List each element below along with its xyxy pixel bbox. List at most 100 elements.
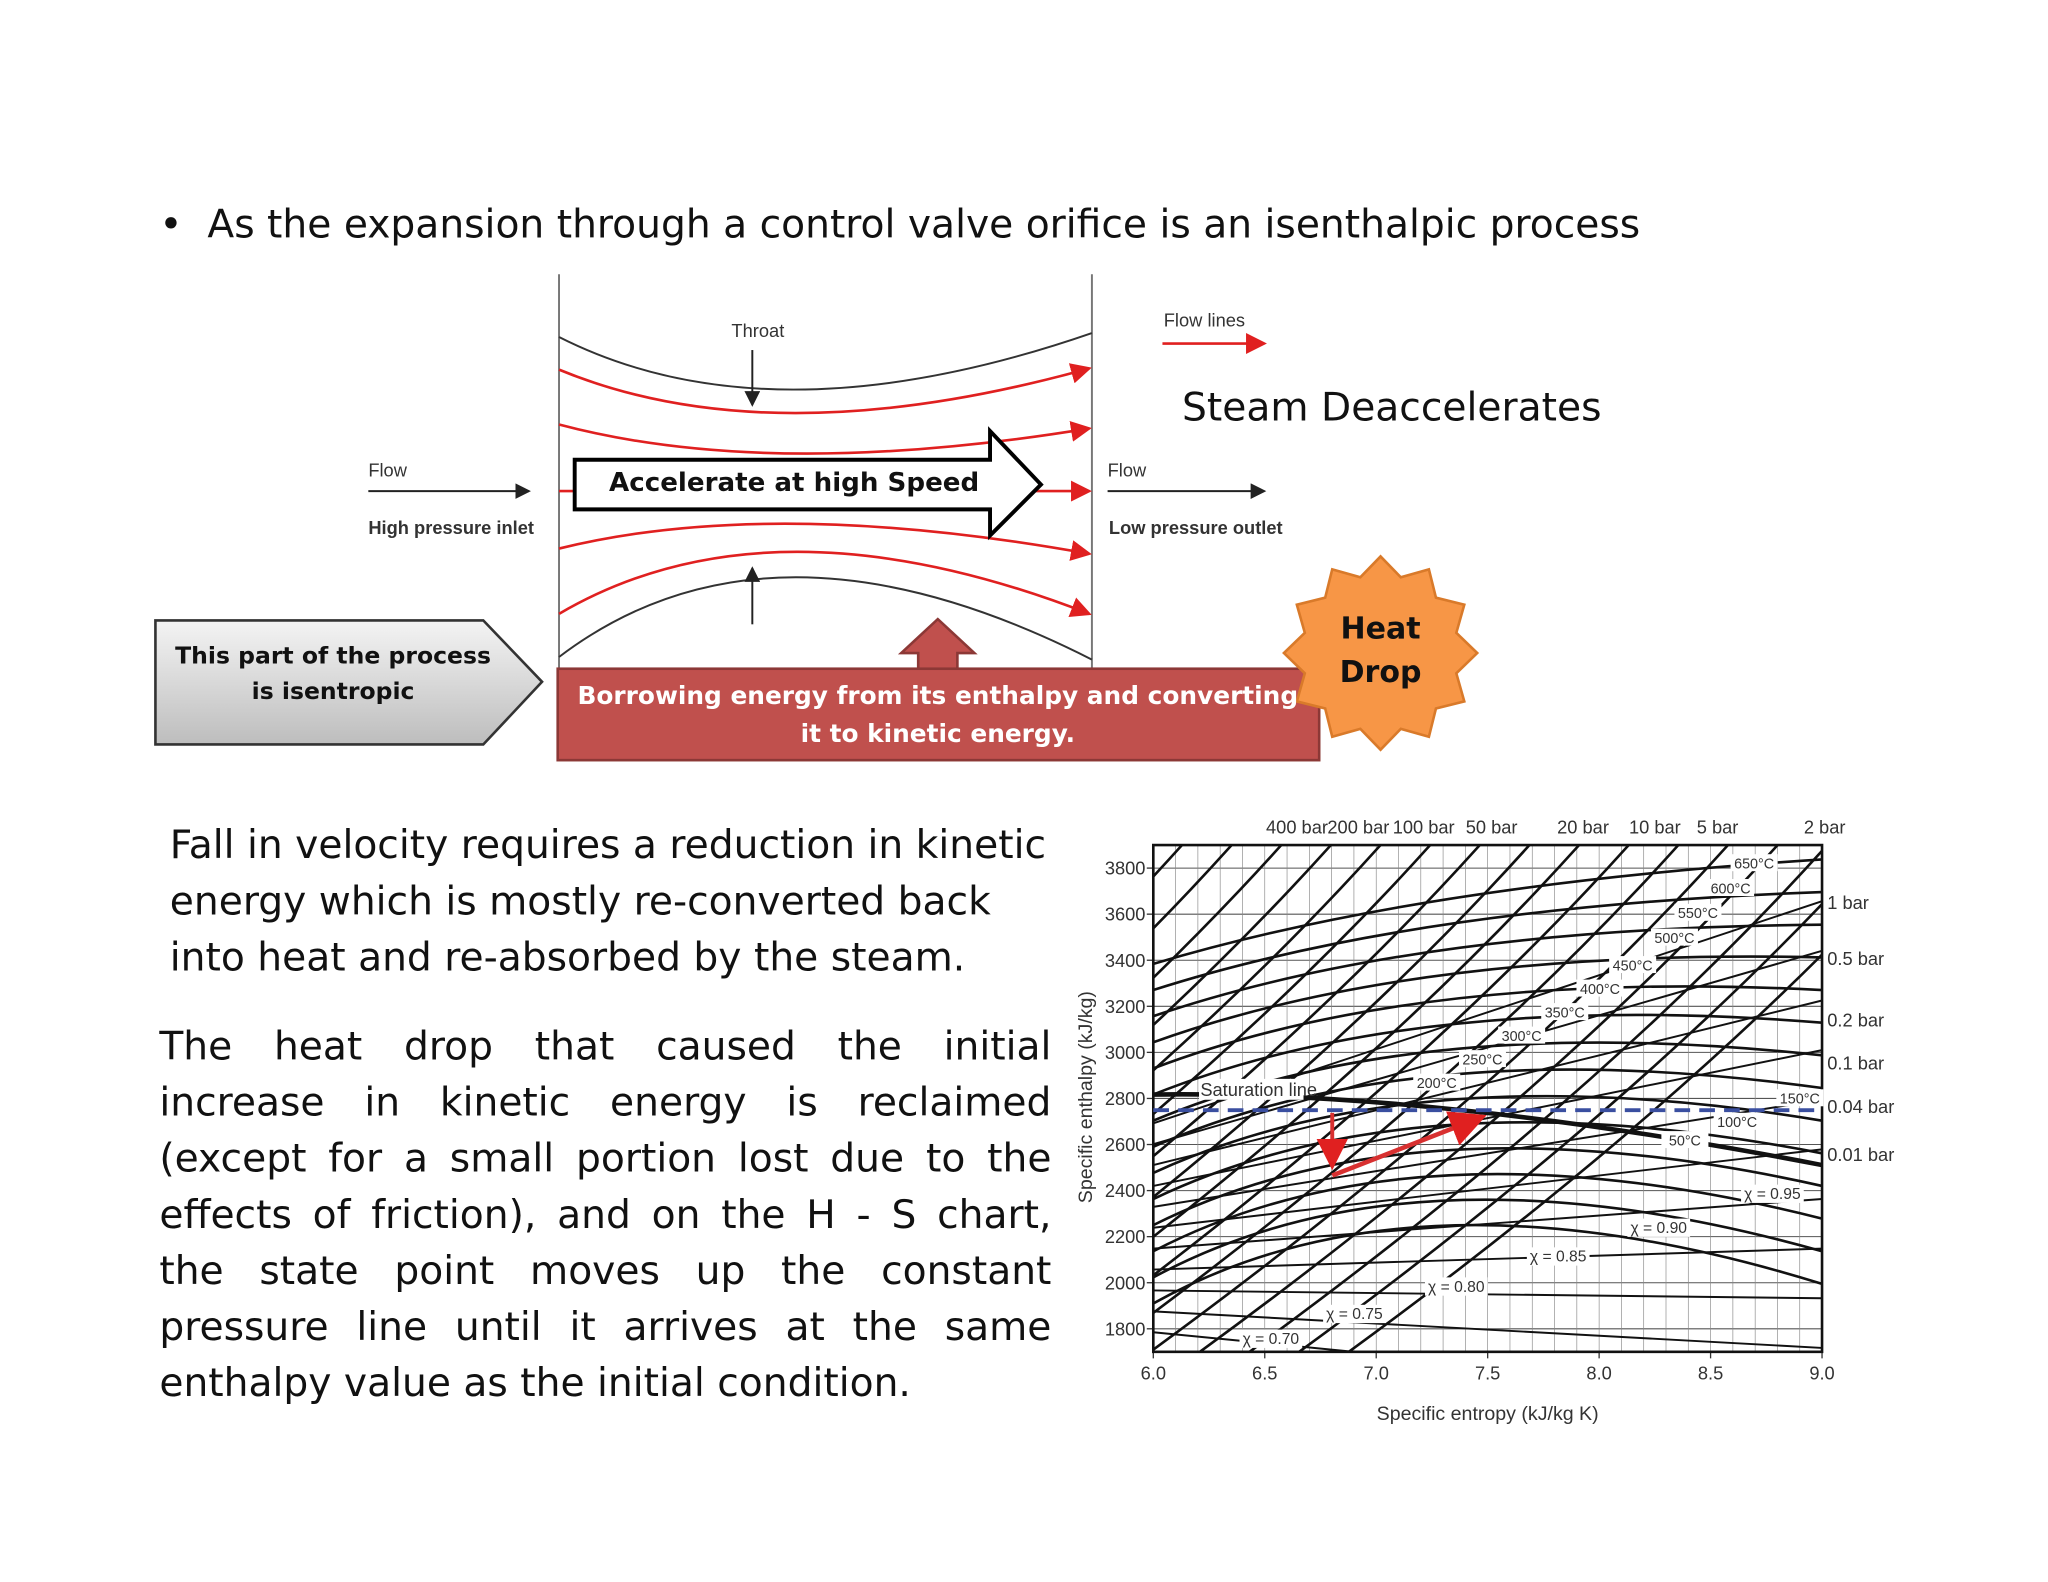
y-tick-label: 3800 <box>1105 858 1146 879</box>
pressure-label: 200 bar <box>1327 816 1389 837</box>
accelerate-arrow <box>572 426 1044 541</box>
pressure-label: 0.1 bar <box>1827 1053 1884 1074</box>
y-tick-label: 2000 <box>1105 1272 1146 1293</box>
temperature-label: 400°C <box>1580 982 1620 998</box>
heat-drop-text: Heat Drop <box>1339 612 1422 690</box>
label-bg <box>1199 1078 1304 1100</box>
inlet-label: High pressure inlet <box>368 517 534 539</box>
pressure-label: 5 bar <box>1697 816 1739 837</box>
pressure-label: 0.5 bar <box>1827 948 1884 969</box>
borrowing-box <box>556 667 1321 762</box>
label-bg <box>1609 956 1657 974</box>
label-bg <box>1498 1026 1546 1044</box>
quality-line <box>1153 1310 1823 1349</box>
quality-label: χ = 0.70 <box>1243 1331 1300 1348</box>
quality-label: χ = 0.80 <box>1428 1279 1485 1296</box>
bullet: • As the expansion through a control val… <box>159 197 1640 253</box>
quality-line <box>1153 1247 1823 1271</box>
pressure-line <box>1153 845 1382 1073</box>
hs-chart: 1800 2000 2200 2400 2600 2800 3000 3200 3400 3600… <box>1075 816 1894 1425</box>
x-tick-label: 7.5 <box>1475 1362 1500 1383</box>
temperature-label: 150°C <box>1780 1092 1820 1108</box>
temperature-line <box>1153 890 1823 992</box>
y-tick-label: 3200 <box>1105 996 1146 1017</box>
x-tick-label: 8.0 <box>1586 1362 1611 1383</box>
x-tick-label: 6.5 <box>1252 1362 1277 1383</box>
flow-out-label: Flow <box>1107 459 1147 481</box>
borrowing-text: Borrowing energy from its enthalpy and c… <box>577 681 1299 749</box>
pressure-label: 0.2 bar <box>1827 1010 1884 1031</box>
quality-line <box>1153 999 1823 1167</box>
x-tick-label: 9.0 <box>1809 1362 1834 1383</box>
pressure-line <box>1153 845 1233 931</box>
steam-text: Steam Deaccelerates <box>1182 385 1602 432</box>
pressure-label: 50 bar <box>1466 816 1518 837</box>
temperature-label: 200°C <box>1417 1076 1457 1092</box>
temperature-line <box>1153 858 1823 966</box>
y-tick-label: 2200 <box>1105 1226 1146 1247</box>
temperature-line <box>1153 955 1823 1044</box>
x-axis-title: Specific entropy (kJ/kg K) <box>1377 1403 1599 1425</box>
label-bg <box>1661 1131 1709 1149</box>
pressure-label: 10 bar <box>1629 816 1681 837</box>
x-tick-label: 6.0 <box>1141 1362 1166 1383</box>
pressure-label: 400 bar <box>1266 816 1328 837</box>
label-bg <box>1627 1218 1691 1237</box>
label-bg <box>1674 903 1722 921</box>
pressure-label: 20 bar <box>1557 816 1609 837</box>
quality-label: χ = 0.75 <box>1326 1306 1383 1323</box>
rise-arrow <box>1331 1111 1487 1178</box>
pressure-label: 0.01 bar <box>1827 1144 1894 1165</box>
bullet-text: As the expansion through a control valve… <box>207 202 1641 249</box>
pressure-label: 2 bar <box>1804 816 1846 837</box>
quality-line <box>1153 1148 1823 1229</box>
temperature-label: 300°C <box>1502 1029 1542 1045</box>
x-tick-label: 8.5 <box>1698 1362 1723 1383</box>
nozzle <box>368 274 1267 669</box>
temperature-label: 450°C <box>1613 958 1653 974</box>
quality-line <box>1153 1049 1823 1187</box>
quality-label: χ = 0.90 <box>1630 1220 1687 1237</box>
temperature-label: 250°C <box>1462 1052 1502 1068</box>
x-tick-label: 7.0 <box>1364 1362 1389 1383</box>
y-tick-label: 1800 <box>1105 1318 1146 1339</box>
saturation-label: Saturation line <box>1200 1079 1317 1100</box>
y-axis-title: Specific enthalpy (kJ/kg) <box>1075 991 1097 1203</box>
pressure-label: 100 bar <box>1393 816 1455 837</box>
label-bg <box>1776 1089 1824 1107</box>
throat-label: Throat <box>731 319 785 341</box>
flow-lines-label: Flow lines <box>1163 309 1246 331</box>
label-bg <box>1541 1003 1589 1021</box>
quality-label: χ = 0.95 <box>1744 1186 1801 1203</box>
flow-in-label: Flow <box>368 459 407 481</box>
y-tick-label: 3600 <box>1105 904 1146 925</box>
temperature-label: 50°C <box>1669 1133 1701 1149</box>
quality-line <box>1153 1198 1823 1250</box>
y-tick-label: 3000 <box>1105 1042 1146 1063</box>
y-tick-label: 2400 <box>1105 1180 1146 1201</box>
bullet-dot: • <box>159 202 208 249</box>
label-bg <box>1458 1050 1506 1068</box>
paragraph: Fall in velocity requires a reduction in… <box>169 822 1046 981</box>
label-bg <box>1526 1247 1590 1266</box>
temperature-line <box>1153 985 1823 1070</box>
up-arrow <box>897 617 978 673</box>
temperature-label: 100°C <box>1717 1115 1757 1131</box>
pressure-label: 1 bar <box>1827 892 1869 913</box>
y-tick-label: 2800 <box>1105 1088 1146 1109</box>
temperature-line <box>1153 923 1823 1018</box>
temperature-line <box>1153 1147 1823 1227</box>
label-bg <box>1713 1112 1761 1130</box>
temperature-label: 350°C <box>1545 1005 1585 1021</box>
quality-label: χ = 0.85 <box>1530 1249 1587 1266</box>
label-bg <box>1413 1073 1461 1091</box>
label-bg <box>1707 879 1755 896</box>
temperature-line <box>1153 1172 1823 1253</box>
label-bg <box>1239 1329 1303 1348</box>
label-bg <box>1323 1304 1386 1324</box>
pressure-label: 0.04 bar <box>1827 1096 1894 1117</box>
pressure-line <box>1153 845 1283 980</box>
isentropic-shape <box>154 619 544 746</box>
